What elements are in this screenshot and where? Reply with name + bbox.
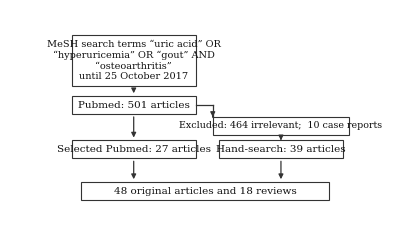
FancyBboxPatch shape: [213, 117, 349, 135]
FancyBboxPatch shape: [72, 96, 196, 114]
FancyBboxPatch shape: [72, 35, 196, 86]
Text: Hand-search: 39 articles: Hand-search: 39 articles: [216, 145, 346, 154]
FancyBboxPatch shape: [219, 140, 343, 158]
Text: 48 original articles and 18 reviews: 48 original articles and 18 reviews: [114, 187, 296, 196]
Text: MeSH search terms “uric acid” OR
“hyperuricemia” OR “gout” AND
“osteoarthritis”
: MeSH search terms “uric acid” OR “hyperu…: [47, 40, 221, 81]
FancyBboxPatch shape: [72, 140, 196, 158]
Text: Excluded: 464 irrelevant;  10 case reports: Excluded: 464 irrelevant; 10 case report…: [179, 121, 382, 130]
FancyBboxPatch shape: [81, 182, 329, 200]
Text: Selected Pubmed: 27 articles: Selected Pubmed: 27 articles: [57, 145, 211, 154]
Text: Pubmed: 501 articles: Pubmed: 501 articles: [78, 101, 190, 110]
